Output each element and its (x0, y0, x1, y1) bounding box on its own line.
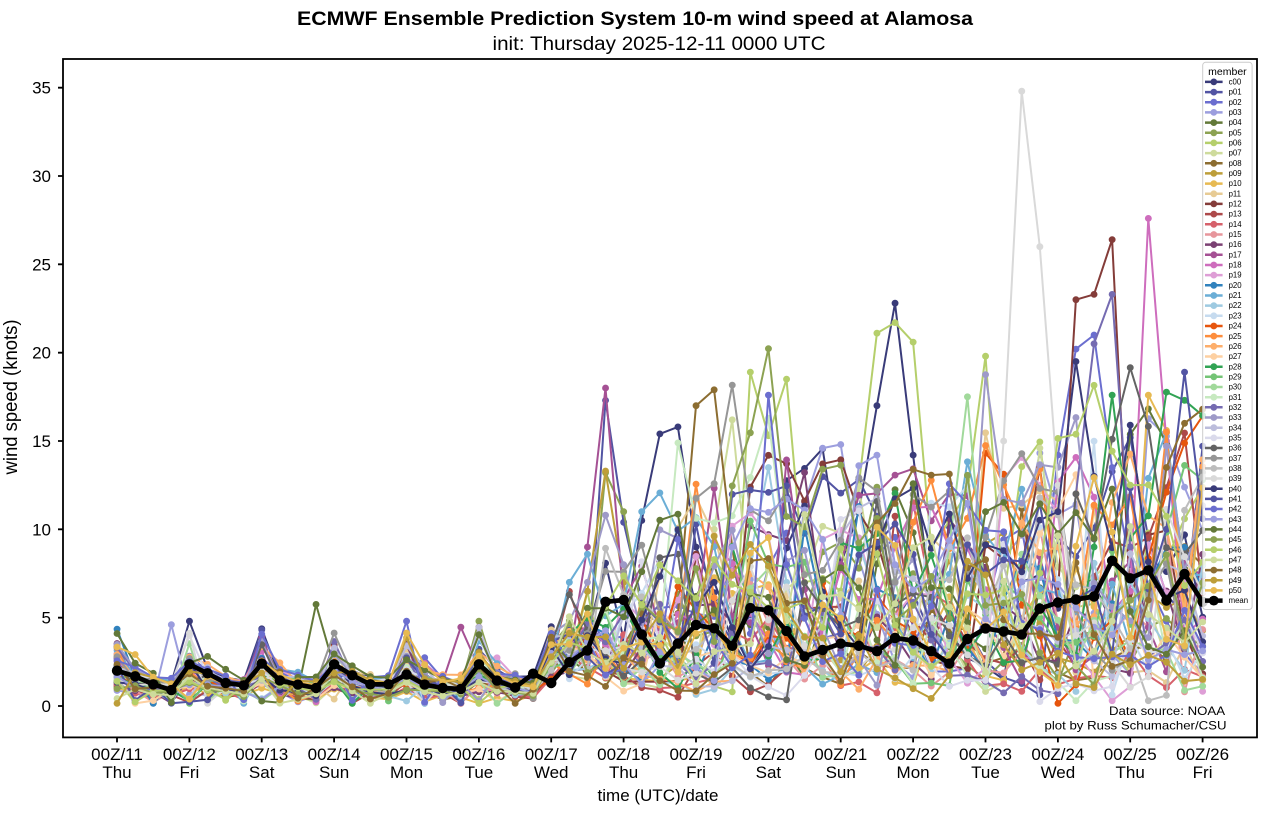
svg-text:Fri: Fri (686, 763, 706, 782)
svg-text:00Z/15: 00Z/15 (380, 745, 433, 764)
svg-text:p40: p40 (1229, 484, 1243, 493)
svg-text:20: 20 (32, 344, 51, 363)
svg-text:0: 0 (42, 697, 51, 716)
svg-text:10: 10 (32, 520, 51, 539)
svg-text:00Z/22: 00Z/22 (887, 745, 940, 764)
svg-text:p33: p33 (1229, 413, 1242, 422)
svg-text:25: 25 (32, 255, 51, 274)
svg-text:00Z/12: 00Z/12 (163, 745, 216, 764)
svg-text:p27: p27 (1229, 352, 1242, 361)
svg-text:p25: p25 (1229, 332, 1243, 341)
svg-text:p12: p12 (1229, 200, 1242, 209)
svg-text:p14: p14 (1229, 220, 1243, 229)
svg-text:00Z/23: 00Z/23 (959, 745, 1012, 764)
svg-text:p34: p34 (1229, 423, 1243, 432)
svg-text:p43: p43 (1229, 515, 1242, 524)
svg-text:Mon: Mon (897, 763, 930, 782)
svg-text:30: 30 (32, 167, 51, 186)
svg-text:p44: p44 (1229, 525, 1243, 534)
svg-text:00Z/25: 00Z/25 (1104, 745, 1157, 764)
svg-text:Sat: Sat (249, 763, 275, 782)
svg-text:Fri: Fri (1193, 763, 1213, 782)
svg-text:p06: p06 (1229, 139, 1242, 148)
svg-text:wind speed (knots): wind speed (knots) (1, 320, 22, 476)
svg-text:p22: p22 (1229, 301, 1242, 310)
svg-text:p01: p01 (1229, 88, 1242, 97)
svg-text:Sun: Sun (826, 763, 856, 782)
svg-text:p49: p49 (1229, 576, 1242, 585)
svg-text:p11: p11 (1229, 189, 1241, 198)
svg-text:Thu: Thu (102, 763, 131, 782)
svg-text:00Z/16: 00Z/16 (452, 745, 505, 764)
svg-text:init: Thursday 2025-12-11 0000: init: Thursday 2025-12-11 0000 UTC (493, 34, 826, 55)
svg-text:00Z/21: 00Z/21 (814, 745, 867, 764)
svg-text:p37: p37 (1229, 454, 1242, 463)
svg-text:p15: p15 (1229, 230, 1243, 239)
svg-text:p07: p07 (1229, 149, 1242, 158)
svg-text:00Z/11: 00Z/11 (91, 745, 143, 764)
svg-text:00Z/18: 00Z/18 (597, 745, 650, 764)
svg-text:p21: p21 (1229, 291, 1242, 300)
svg-text:p02: p02 (1229, 98, 1242, 107)
svg-text:p18: p18 (1229, 261, 1242, 270)
svg-text:p03: p03 (1229, 108, 1242, 117)
svg-text:Data source: NOAA: Data source: NOAA (1109, 704, 1225, 718)
svg-text:Wed: Wed (534, 763, 569, 782)
svg-text:p50: p50 (1229, 586, 1243, 595)
svg-text:p17: p17 (1229, 250, 1242, 259)
svg-text:p30: p30 (1229, 383, 1243, 392)
svg-text:00Z/20: 00Z/20 (742, 745, 795, 764)
svg-text:c00: c00 (1229, 78, 1242, 87)
svg-text:p35: p35 (1229, 434, 1243, 443)
svg-text:15: 15 (32, 432, 51, 451)
svg-text:Wed: Wed (1041, 763, 1076, 782)
svg-text:p28: p28 (1229, 362, 1242, 371)
svg-text:p04: p04 (1229, 118, 1243, 127)
svg-text:p46: p46 (1229, 545, 1242, 554)
svg-text:00Z/17: 00Z/17 (525, 745, 578, 764)
svg-text:00Z/26: 00Z/26 (1176, 745, 1229, 764)
svg-text:35: 35 (32, 79, 51, 98)
svg-text:p13: p13 (1229, 210, 1242, 219)
svg-text:00Z/24: 00Z/24 (1031, 745, 1084, 764)
svg-text:time (UTC)/date: time (UTC)/date (598, 786, 719, 805)
svg-text:Sun: Sun (319, 763, 349, 782)
svg-text:p08: p08 (1229, 159, 1242, 168)
svg-text:p05: p05 (1229, 128, 1243, 137)
svg-text:plot by Russ Schumacher/CSU: plot by Russ Schumacher/CSU (1045, 719, 1227, 733)
svg-text:Sat: Sat (756, 763, 782, 782)
svg-text:p41: p41 (1229, 495, 1242, 504)
svg-text:Thu: Thu (609, 763, 638, 782)
svg-text:p38: p38 (1229, 464, 1242, 473)
svg-text:mean: mean (1229, 596, 1249, 605)
svg-text:Tue: Tue (971, 763, 1000, 782)
svg-text:p10: p10 (1229, 179, 1243, 188)
svg-text:Mon: Mon (390, 763, 423, 782)
svg-text:Thu: Thu (1116, 763, 1145, 782)
svg-text:member: member (1208, 66, 1247, 78)
svg-text:00Z/19: 00Z/19 (670, 745, 723, 764)
svg-text:00Z/14: 00Z/14 (308, 745, 361, 764)
svg-text:p24: p24 (1229, 322, 1243, 331)
svg-text:p47: p47 (1229, 556, 1242, 565)
svg-text:Fri: Fri (179, 763, 199, 782)
svg-text:p23: p23 (1229, 311, 1242, 320)
svg-text:p20: p20 (1229, 281, 1243, 290)
svg-text:p31: p31 (1229, 393, 1242, 402)
svg-text:p16: p16 (1229, 240, 1242, 249)
svg-text:p45: p45 (1229, 535, 1243, 544)
svg-text:p42: p42 (1229, 505, 1242, 514)
svg-text:00Z/13: 00Z/13 (235, 745, 288, 764)
svg-text:p26: p26 (1229, 342, 1242, 351)
svg-text:p09: p09 (1229, 169, 1242, 178)
svg-text:p48: p48 (1229, 566, 1242, 575)
svg-text:p39: p39 (1229, 474, 1242, 483)
svg-text:ECMWF Ensemble Prediction Syst: ECMWF Ensemble Prediction System 10-m wi… (297, 9, 973, 30)
svg-text:5: 5 (42, 609, 51, 628)
svg-text:Tue: Tue (465, 763, 494, 782)
svg-text:p32: p32 (1229, 403, 1242, 412)
svg-text:p29: p29 (1229, 372, 1242, 381)
svg-text:p19: p19 (1229, 271, 1242, 280)
svg-text:p36: p36 (1229, 444, 1242, 453)
